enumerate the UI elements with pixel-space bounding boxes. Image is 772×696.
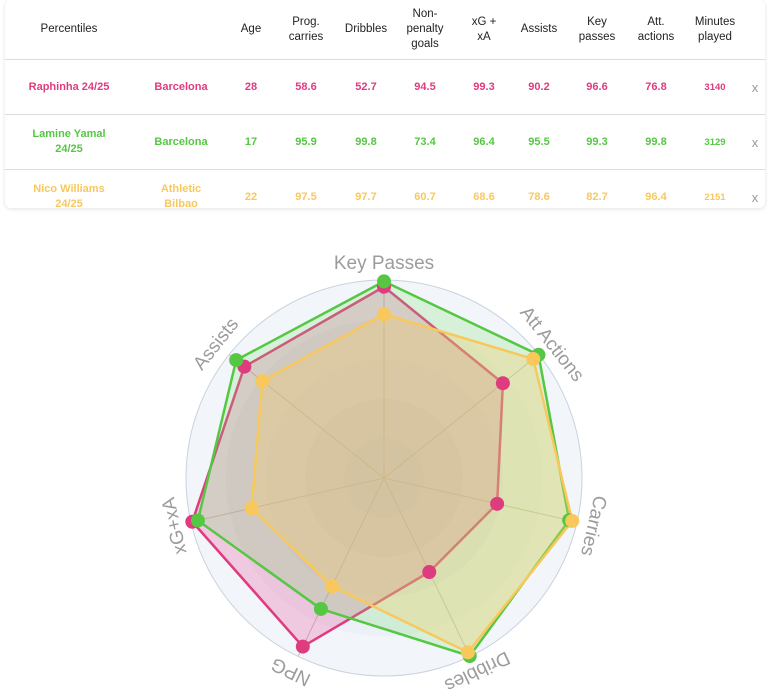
minutes-played-cell: 2151 [685, 169, 745, 208]
att-actions-cell: 99.8 [627, 114, 685, 170]
table-row: Lamine Yamal 24/25 Barcelona 17 95.9 99.8 73.4… [5, 114, 765, 170]
key-passes-cell: 99.3 [567, 114, 627, 170]
data-point [229, 353, 244, 368]
non-penalty-goals-cell: 60.7 [393, 169, 457, 208]
assists-cell: 78.6 [511, 169, 567, 208]
remove-player-button[interactable]: x [745, 169, 765, 208]
header-percentiles: Percentiles [40, 23, 98, 35]
prog-carries-cell: 58.6 [273, 59, 339, 115]
data-point [422, 565, 437, 580]
table-header-row: Percentiles Age Prog. carries Dribbles No… [5, 0, 765, 60]
dribbles-cell: 99.8 [339, 114, 393, 170]
data-point [190, 513, 205, 528]
data-point [313, 601, 328, 616]
data-point [526, 351, 541, 366]
age-cell: 17 [229, 114, 273, 170]
age-cell: 28 [229, 59, 273, 115]
data-point [565, 513, 580, 528]
header-dribbles[interactable]: Dribbles [344, 23, 388, 35]
series-polygon-3 [250, 313, 574, 654]
assists-cell: 95.5 [511, 114, 567, 170]
player-name-cell: Nico Williams 24/25 [5, 169, 133, 208]
series-polygon-2 [196, 280, 571, 658]
data-point [255, 373, 270, 388]
data-point [244, 501, 259, 516]
remove-player-button[interactable]: x [745, 114, 765, 170]
data-point [377, 274, 391, 289]
header-assists[interactable]: Assists [520, 23, 558, 35]
header-prog-carries[interactable]: Prog. carries [288, 15, 324, 43]
remove-player-button[interactable]: x [745, 59, 765, 115]
data-point [295, 639, 310, 654]
dribbles-cell: 97.7 [339, 169, 393, 208]
key-passes-cell: 96.6 [567, 59, 627, 115]
att-actions-cell: 96.4 [627, 169, 685, 208]
xg-xa-cell: 96.4 [457, 114, 511, 170]
table-row: Raphinha 24/25 Barcelona 28 58.6 52.7 94.5 99.… [5, 59, 765, 115]
axis-label: Key Passes [334, 253, 434, 274]
data-point [324, 579, 339, 594]
table-row: Nico Williams 24/25 Athletic Bilbao 22 97.5 97… [5, 169, 765, 208]
percentiles-table: Percentiles Age Prog. carries Dribbles No… [5, 0, 765, 208]
radar-spoke [383, 354, 540, 479]
axis-label: Carries [576, 494, 610, 558]
att-actions-cell: 76.8 [627, 59, 685, 115]
header-minutes-played[interactable]: Minutes played [694, 15, 736, 43]
xg-xa-cell: 68.6 [457, 169, 511, 208]
header-att-actions[interactable]: Att. actions [637, 15, 675, 43]
data-point [490, 496, 505, 511]
team-cell: Barcelona [133, 59, 229, 115]
team-cell: Barcelona [133, 114, 229, 170]
data-point [460, 645, 475, 660]
non-penalty-goals-cell: 94.5 [393, 59, 457, 115]
age-cell: 22 [229, 169, 273, 208]
non-penalty-goals-cell: 73.4 [393, 114, 457, 170]
player-name-cell: Raphinha 24/25 [5, 59, 133, 115]
minutes-played-cell: 3129 [685, 114, 745, 170]
minutes-played-cell: 3140 [685, 59, 745, 115]
prog-carries-cell: 95.9 [273, 114, 339, 170]
header-xg-xa[interactable]: xG + xA [471, 15, 497, 43]
radar-spoke [190, 477, 385, 523]
radar-spoke [297, 477, 385, 657]
header-non-penalty-goals[interactable]: Non-penalty goals [406, 8, 444, 50]
dribbles-cell: 52.7 [339, 59, 393, 115]
xg-xa-cell: 99.3 [457, 59, 511, 115]
team-cell: Athletic Bilbao [133, 169, 229, 208]
key-passes-cell: 82.7 [567, 169, 627, 208]
data-point [377, 307, 391, 322]
radar-spoke [383, 477, 578, 523]
assists-cell: 90.2 [511, 59, 567, 115]
prog-carries-cell: 97.5 [273, 169, 339, 208]
data-point [495, 376, 510, 391]
header-key-passes[interactable]: Key passes [578, 15, 616, 43]
percentiles-table-card: Percentiles Age Prog. carries Dribbles No… [5, 0, 765, 208]
player-name-cell: Lamine Yamal 24/25 [5, 114, 133, 170]
radar-spoke [228, 354, 385, 479]
header-age[interactable]: Age [240, 23, 262, 35]
